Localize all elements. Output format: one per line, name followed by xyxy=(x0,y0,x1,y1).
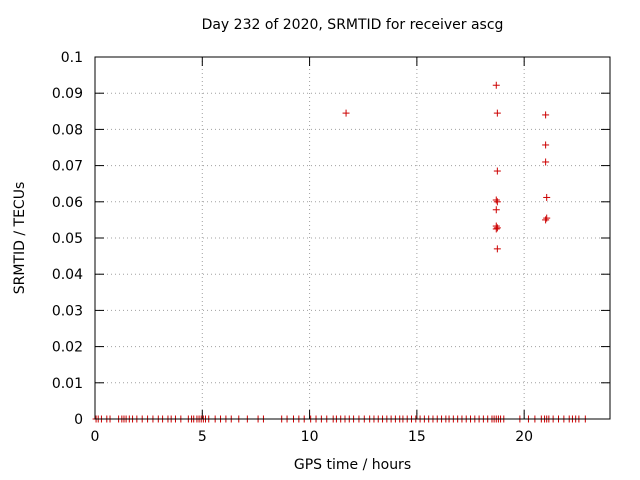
data-point xyxy=(492,225,500,233)
y-tick-label: 0.05 xyxy=(52,231,83,247)
y-tick-label: 0.07 xyxy=(52,159,83,175)
axis-ticks: 0 0.01 0.02 0.03 0.04 0.05 0.06 0.07 0.08 0.09 0.1… xyxy=(52,50,610,445)
y-tick-label: 0.06 xyxy=(52,195,83,211)
x-tick-label: 15 xyxy=(408,429,426,445)
data-point xyxy=(542,141,550,149)
data-point xyxy=(542,111,550,119)
plot-frame xyxy=(94,56,611,420)
y-tick-label: 0 xyxy=(74,412,83,428)
data-points xyxy=(92,81,589,423)
data-point xyxy=(493,109,501,117)
chart-title: Day 232 of 2020, SRMTID for receiver asc… xyxy=(201,17,504,33)
data-point xyxy=(543,214,551,222)
data-point xyxy=(492,196,500,204)
data-point xyxy=(492,206,500,214)
x-axis-label: GPS time / hours xyxy=(293,457,412,473)
x-tick-label: 10 xyxy=(301,429,319,445)
x-tick-label: 0 xyxy=(91,429,100,445)
y-tick-label: 0.04 xyxy=(52,267,83,283)
y-tick-label: 0.1 xyxy=(61,50,83,66)
x-tick-label: 5 xyxy=(198,429,207,445)
y-tick-label: 0.03 xyxy=(52,303,83,319)
y-tick-label: 0.02 xyxy=(52,340,83,356)
y-tick-label: 0.09 xyxy=(52,86,83,102)
data-point xyxy=(493,245,501,253)
data-point xyxy=(543,193,551,201)
data-point xyxy=(492,81,500,89)
y-tick-label: 0.08 xyxy=(52,122,83,138)
data-point xyxy=(542,158,550,166)
data-point xyxy=(342,109,350,117)
data-point xyxy=(493,198,501,206)
x-tick-label: 20 xyxy=(515,429,533,445)
grid-lines xyxy=(95,57,610,419)
data-point xyxy=(493,224,501,232)
y-tick-label: 0.01 xyxy=(52,376,83,392)
data-point xyxy=(493,167,501,175)
data-point xyxy=(542,216,550,224)
